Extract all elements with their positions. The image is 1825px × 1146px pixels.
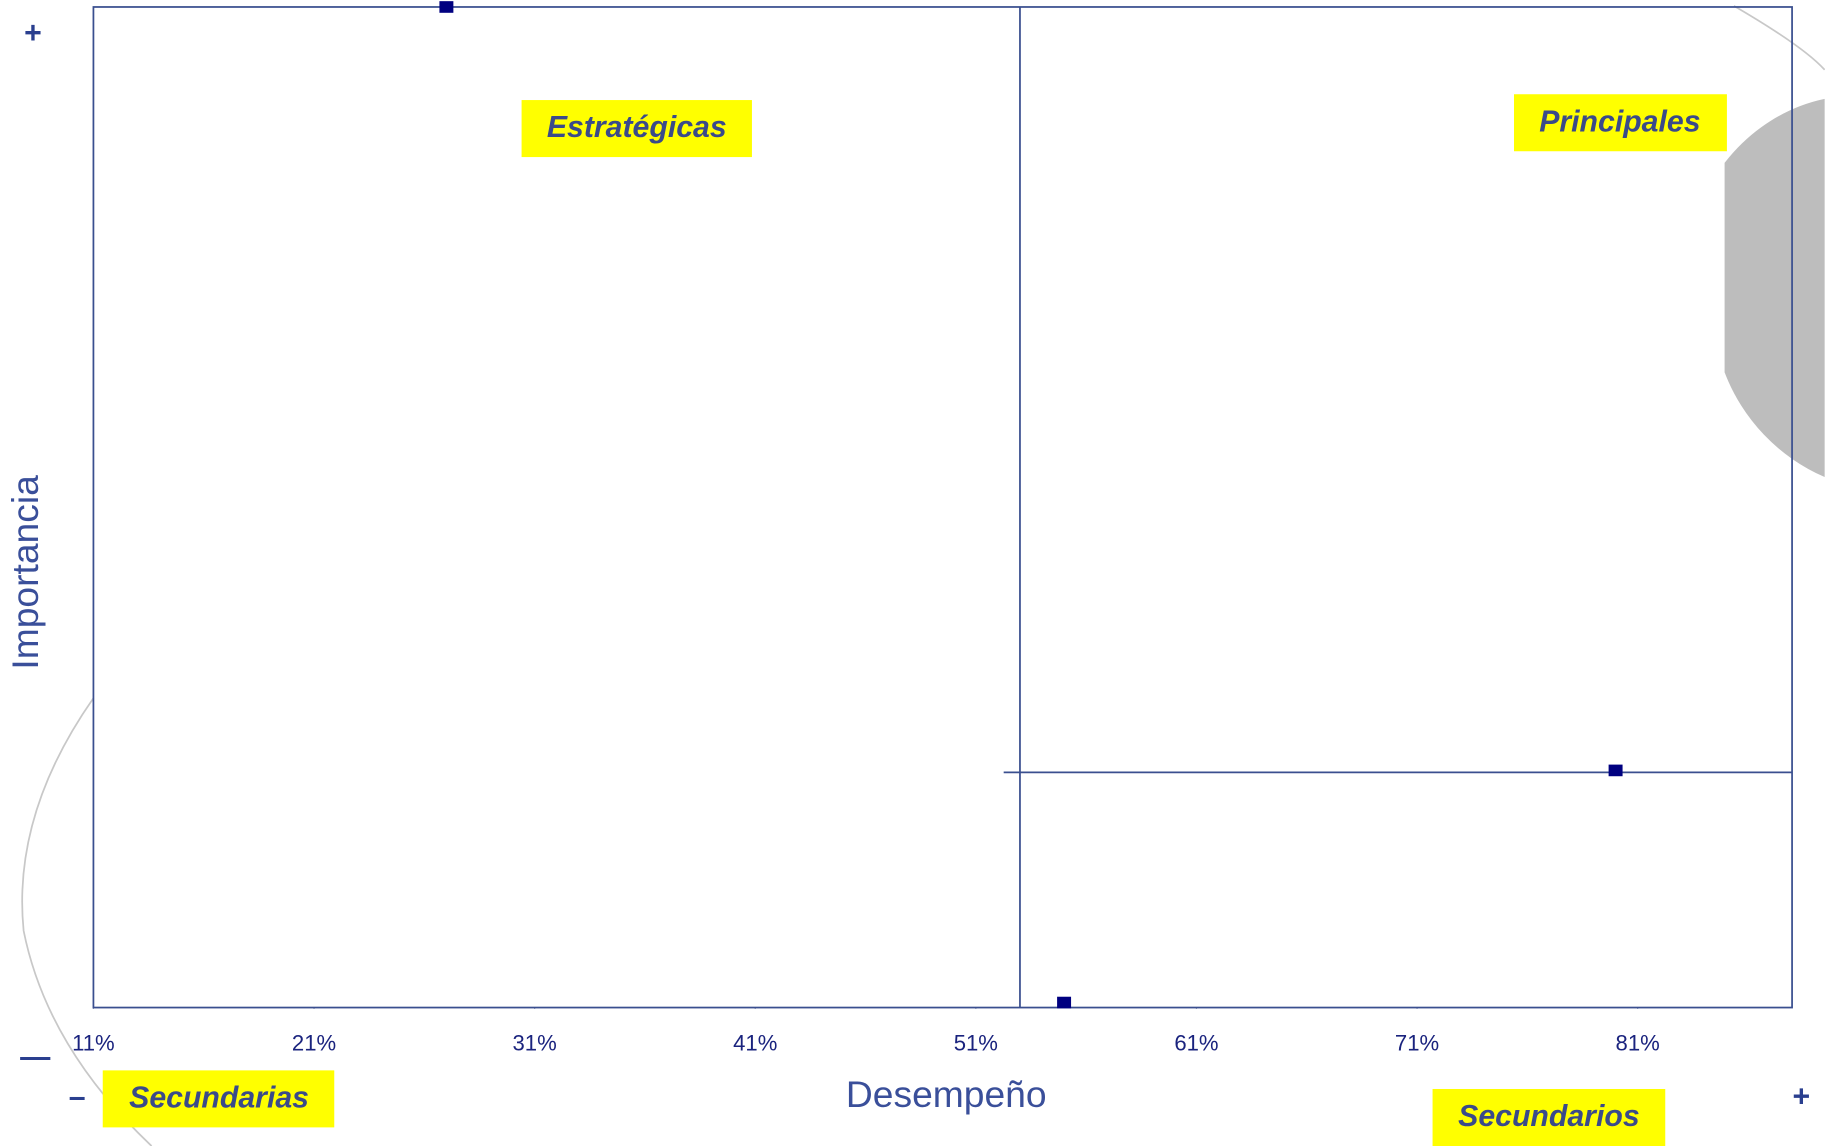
plot-frame	[92, 6, 1793, 1009]
x-tick-label: 61%	[1174, 1031, 1218, 1056]
label-box	[1432, 1088, 1666, 1146]
x-tick-label: 11%	[72, 1031, 115, 1056]
point	[1057, 996, 1072, 1009]
axis-sign: —	[20, 1041, 51, 1074]
y-axis-label: Importancia	[4, 475, 46, 670]
quadrant-label: Estratégicas	[547, 111, 727, 144]
point	[439, 1, 454, 13]
axis-sign: –	[69, 1080, 86, 1113]
label-box	[1514, 94, 1727, 152]
x-axis-label: Desempeño	[846, 1073, 1047, 1115]
x-tick-label: 51%	[954, 1031, 998, 1056]
quadrant-label: Secundarios	[1458, 1100, 1639, 1133]
x-tick-label: 21%	[292, 1031, 336, 1056]
x-tick-label: 71%	[1395, 1031, 1439, 1056]
label-box	[521, 100, 752, 158]
decor-arc	[21, 697, 153, 1146]
point	[1608, 764, 1623, 777]
label-box	[102, 1070, 335, 1128]
axis-sign: +	[1793, 1080, 1811, 1113]
quadrant-label: Principales	[1539, 105, 1700, 138]
axis-sign: +	[24, 17, 42, 50]
x-tick-label: 41%	[733, 1031, 777, 1056]
x-tick-label: 81%	[1616, 1031, 1660, 1056]
decor-circle	[1724, 98, 1825, 478]
quadrant-label: Secundarias	[129, 1081, 309, 1114]
decor-arc	[1733, 5, 1825, 71]
x-tick-label: 31%	[513, 1031, 557, 1056]
